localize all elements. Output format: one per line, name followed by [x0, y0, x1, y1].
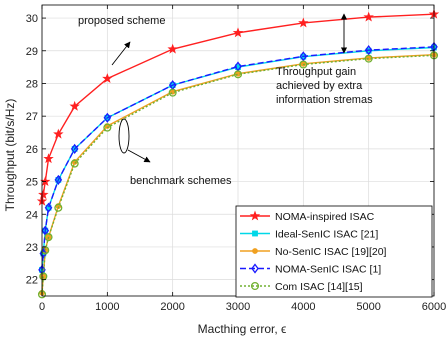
legend-swatch-marker — [252, 248, 258, 254]
y-tick-label: 26 — [26, 144, 38, 156]
data-point — [69, 100, 80, 111]
legend-label: No-SenIC ISAC [19][20] — [275, 246, 387, 258]
y-tick-label: 29 — [26, 46, 38, 58]
annotation-gain-line-1: Throughput gain — [276, 66, 356, 78]
data-point — [102, 73, 113, 83]
legend-entry-4: Com ISAC [14][15] — [240, 281, 363, 293]
data-point — [53, 128, 64, 139]
legend-label: Com ISAC [14][15] — [275, 281, 363, 293]
data-point — [43, 153, 54, 164]
data-point — [299, 60, 308, 69]
y-tick-label: 30 — [26, 13, 38, 25]
annotation-gain-line-2: achieved by extra — [276, 80, 363, 92]
x-axis-label: Macthing error, ϵ — [198, 322, 287, 336]
x-tick-label: 0 — [39, 301, 45, 313]
legend-entry-0: NOMA-inspired ISAC — [240, 210, 375, 223]
legend-label: NOMA-inspired ISAC — [275, 211, 375, 223]
x-tick-label: 5000 — [356, 301, 380, 313]
annotation-gain-line-3: information stremas — [276, 94, 373, 106]
y-tick-label: 27 — [26, 111, 38, 123]
ticks: 0 1000 2000 3000 4000 5000 6000 22 23 24 25 26 27 28 2… — [26, 5, 446, 313]
y-axis-label: Throughput (bit/s/Hz) — [3, 99, 17, 212]
data-point — [38, 189, 49, 200]
annotation-benchmark-schemes: benchmark schemes — [130, 175, 232, 187]
x-tick-label: 3000 — [226, 301, 250, 313]
legend-swatch-marker — [249, 210, 261, 221]
y-tick-label: 22 — [26, 275, 38, 287]
legend: NOMA-inspired ISAC Ideal-SenIC ISAC [21] N… — [235, 205, 433, 298]
data-point — [168, 88, 177, 97]
data-point — [232, 27, 244, 38]
x-tick-label: 4000 — [291, 301, 315, 313]
y-tick-label: 24 — [26, 209, 38, 221]
data-point — [363, 11, 374, 22]
legend-swatch-marker — [250, 281, 260, 291]
legend-swatch-marker — [251, 263, 259, 274]
data-point — [298, 17, 309, 28]
data-point — [39, 248, 48, 259]
x-tick-label: 2000 — [160, 301, 184, 313]
data-point — [41, 225, 50, 236]
y-tick-label: 28 — [26, 78, 38, 90]
data-point — [299, 51, 308, 62]
legend-entry-2: No-SenIC ISAC [19][20] — [240, 246, 387, 258]
legend-entry-1: Ideal-SenIC ISAC [21] — [240, 229, 378, 241]
data-point — [70, 159, 79, 168]
y-tick-label: 25 — [26, 177, 38, 189]
data-point — [364, 45, 373, 56]
legend-label: Ideal-SenIC ISAC [21] — [275, 229, 378, 241]
data-point — [44, 233, 53, 242]
benchmark-ellipse — [118, 118, 130, 154]
data-point — [70, 143, 79, 154]
series-line-4 — [41, 54, 435, 295]
legend-label: NOMA-SenIC ISAC [1] — [275, 264, 381, 276]
data-point — [167, 43, 178, 54]
data-point — [364, 54, 373, 63]
series-0 — [36, 8, 440, 206]
data-point — [233, 70, 243, 79]
data-point — [54, 203, 63, 212]
arrow-benchmark-schemes — [127, 149, 151, 163]
x-tick-label: 6000 — [422, 301, 446, 313]
annotations: proposed scheme benchmark schemes Throug… — [78, 13, 373, 187]
legend-entry-3: NOMA-SenIC ISAC [1] — [240, 263, 381, 276]
x-tick-label: 1000 — [95, 301, 119, 313]
arrow-proposed-scheme — [111, 41, 131, 66]
data-point — [103, 123, 112, 132]
series-line-3 — [41, 46, 435, 270]
legend-swatch-marker — [252, 230, 258, 237]
annotation-proposed-scheme: proposed scheme — [78, 15, 165, 27]
data-point — [103, 112, 112, 123]
data-point — [54, 174, 63, 186]
data-point — [44, 202, 53, 213]
y-tick-label: 23 — [26, 242, 38, 254]
